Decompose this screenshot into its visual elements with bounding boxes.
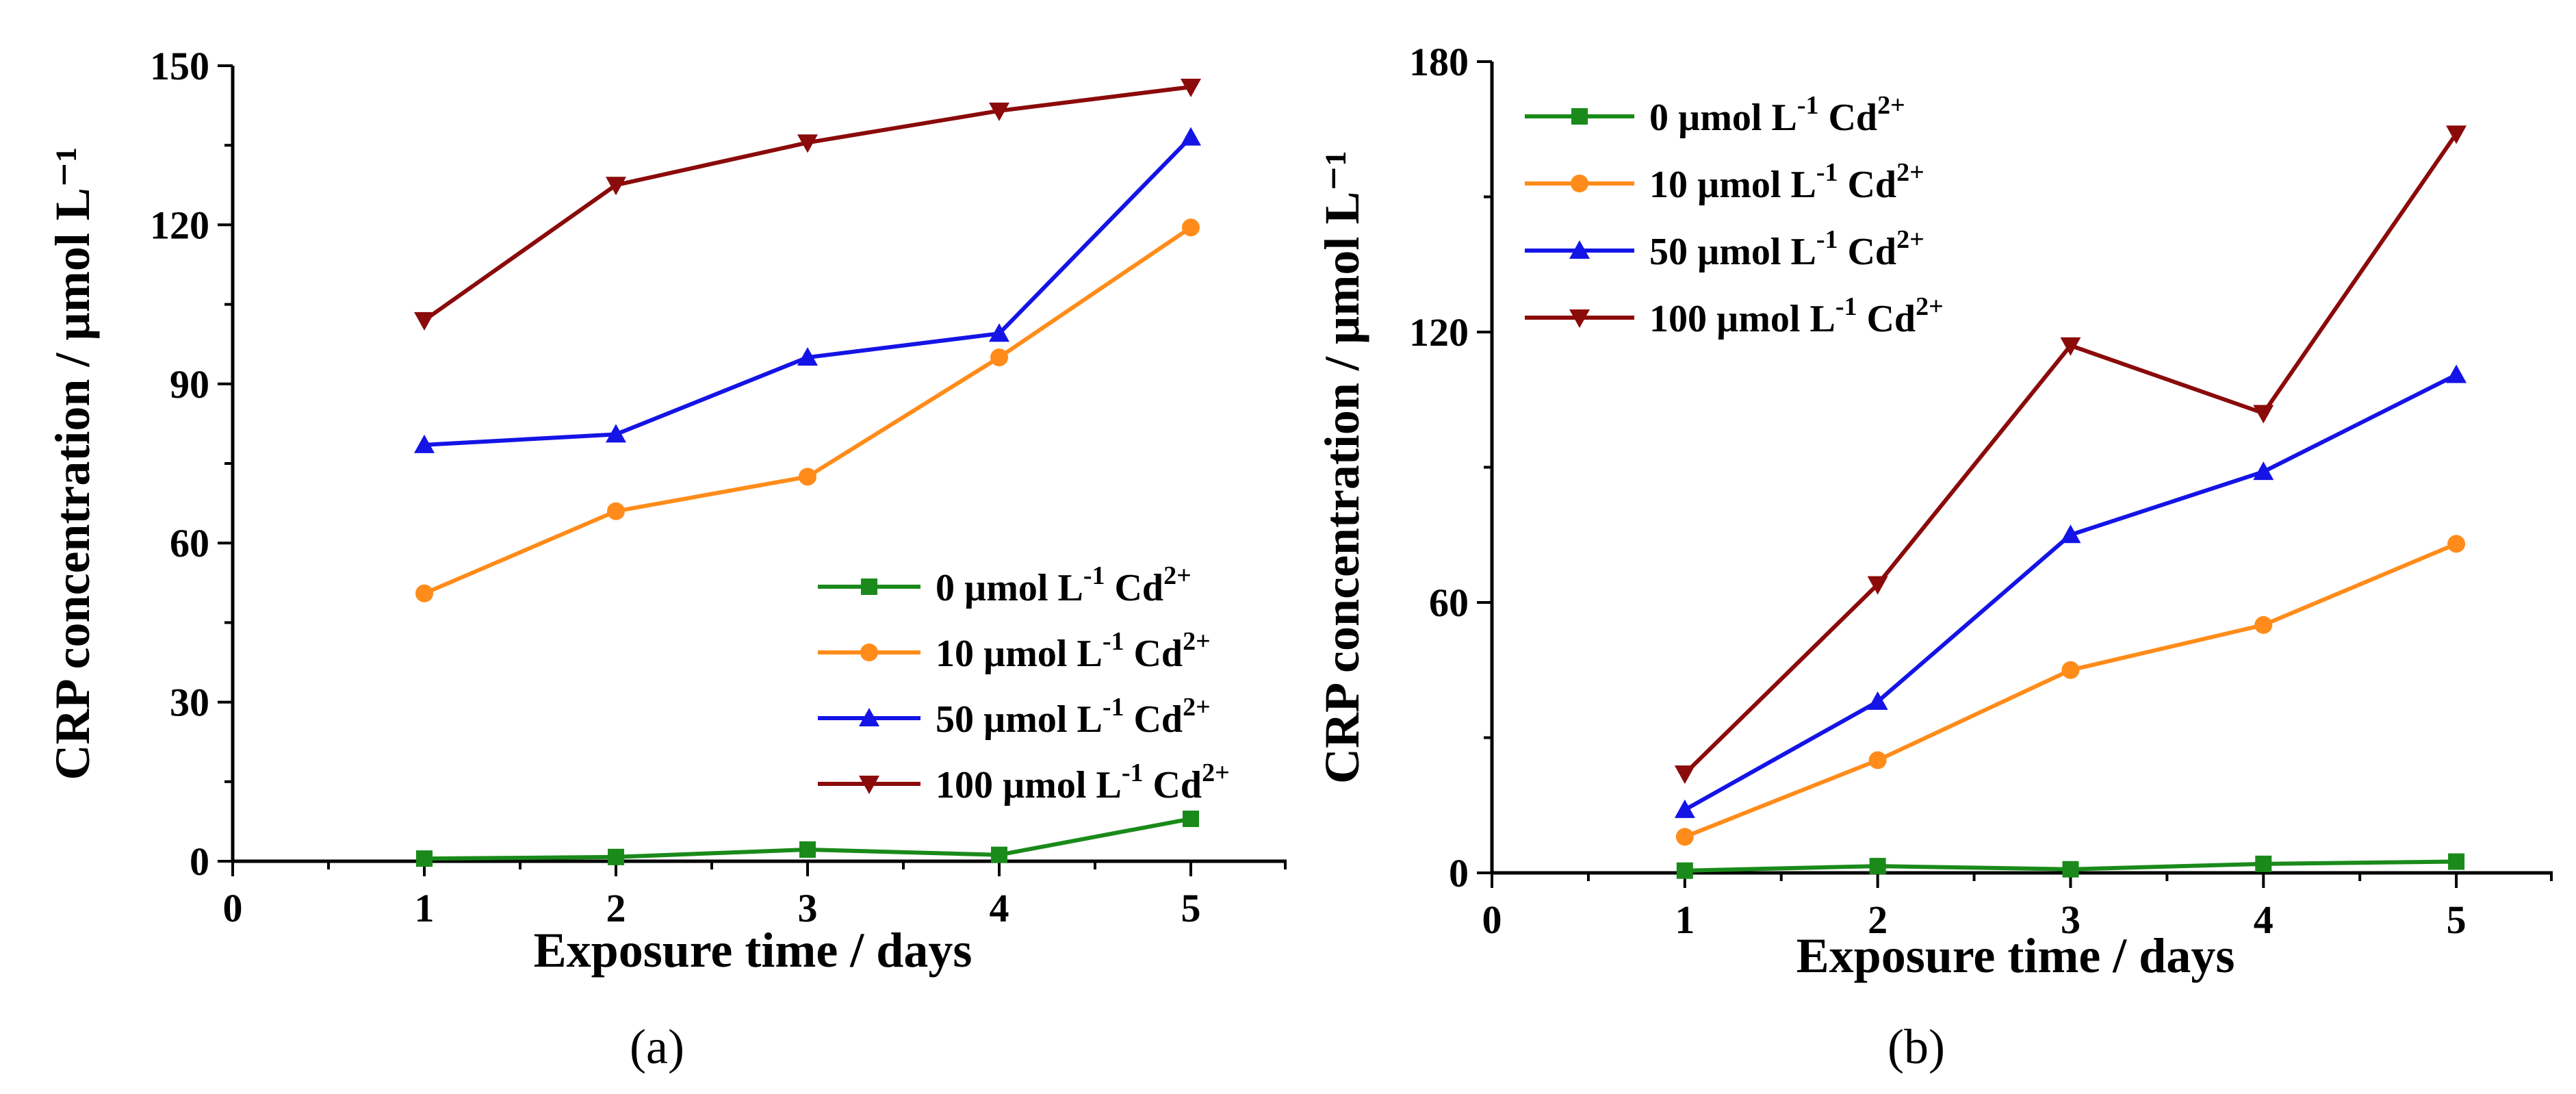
x-tick-label-a: 0 (223, 886, 243, 930)
data-point-a-3 (1181, 78, 1201, 97)
data-point-b-2 (1674, 799, 1695, 818)
data-point-b-0 (2448, 853, 2465, 870)
data-point-b-2 (2060, 524, 2081, 544)
legend-label-b-1: 10 µmol L-1 Cd2+ (1649, 158, 1924, 206)
data-point-a-1 (990, 348, 1008, 367)
y-tick-label-a: 0 (190, 839, 209, 884)
data-point-b-2 (2446, 364, 2467, 383)
data-point-a-1 (607, 502, 625, 520)
data-point-b-3 (2060, 337, 2081, 356)
data-point-a-3 (989, 102, 1009, 121)
data-point-b-3 (2253, 405, 2274, 424)
x-tick-label-b: 2 (1868, 898, 1888, 942)
data-point-a-1 (415, 584, 433, 602)
data-point-a-0 (416, 850, 433, 867)
chart-panel-a: 0 1 2 3 4 5 0 30 60 90 120 150 Exposure time / days C… (45, 44, 1287, 978)
legend-marker-b-2 (1569, 240, 1590, 259)
legend-label-a-1: 10 µmol L-1 Cd2+ (936, 627, 1211, 675)
data-point-a-3 (414, 311, 435, 331)
data-point-b-3 (2446, 125, 2467, 144)
data-point-a-2 (989, 323, 1009, 342)
legend-label-a-2: 50 µmol L-1 Cd2+ (936, 693, 1211, 741)
data-point-b-1 (1868, 751, 1887, 769)
y-tick-label-a: 120 (150, 203, 209, 247)
y-axis-title-a: CRP concentration / µmol L⁻¹ (45, 147, 100, 780)
data-point-a-2 (797, 347, 818, 366)
data-point-b-0 (2062, 861, 2079, 878)
x-tick-label-a: 2 (606, 886, 626, 930)
y-tick-label-a: 60 (170, 521, 209, 565)
legend-marker-b-1 (1571, 175, 1588, 192)
data-point-b-1 (2254, 615, 2273, 634)
data-point-a-2 (1181, 127, 1201, 146)
legend-label-b-3: 100 µmol L-1 Cd2+ (1649, 292, 1944, 340)
data-point-b-0 (1676, 862, 1693, 879)
data-point-b-2 (2253, 461, 2274, 481)
legend-marker-a-0 (861, 578, 877, 595)
y-tick-label-b: 120 (1409, 310, 1469, 355)
data-point-a-2 (606, 424, 626, 443)
x-tick-label-b: 4 (2254, 898, 2274, 942)
legend-marker-a-3 (859, 776, 879, 794)
y-tick-label-a: 30 (170, 680, 209, 725)
legend-label-a-0: 0 µmol L-1 Cd2+ (936, 561, 1192, 609)
x-tick-label-a: 3 (798, 886, 818, 930)
x-tick-label-b: 0 (1482, 898, 1502, 942)
x-tick-label-b: 5 (2447, 898, 2466, 942)
data-point-a-2 (414, 434, 435, 453)
chart-panel-b: 0 1 2 3 4 5 0 60 120 180 Exposure time / days CRP c… (1315, 40, 2553, 983)
y-tick-label-b: 180 (1409, 40, 1469, 84)
legend-marker-b-0 (1571, 108, 1588, 125)
legend-marker-b-3 (1569, 309, 1590, 328)
data-point-b-0 (1869, 858, 1886, 875)
x-tick-label-a: 4 (990, 886, 1009, 930)
data-point-b-3 (1867, 576, 1888, 595)
data-point-b-2 (1867, 691, 1888, 710)
data-point-a-1 (799, 468, 816, 486)
x-tick-label-a: 1 (415, 886, 435, 930)
data-point-a-0 (799, 841, 816, 858)
panel-label-a: (a) (630, 1019, 684, 1074)
y-tick-label-b: 60 (1429, 581, 1469, 625)
legend-label-b-2: 50 µmol L-1 Cd2+ (1649, 225, 1924, 273)
x-axis-title-a: Exposure time / days (534, 923, 973, 978)
data-point-b-3 (1674, 765, 1695, 785)
data-point-a-0 (1183, 811, 1199, 828)
panel-label-b: (b) (1888, 1019, 1945, 1074)
data-point-b-1 (2447, 535, 2466, 553)
data-point-b-1 (2061, 661, 2080, 679)
legend-label-b-0: 0 µmol L-1 Cd2+ (1649, 91, 1905, 139)
y-tick-label-b: 0 (1449, 851, 1469, 895)
data-point-a-0 (991, 846, 1007, 863)
data-point-b-0 (2255, 855, 2272, 872)
data-point-a-0 (608, 848, 624, 865)
legend-label-a-3: 100 µmol L-1 Cd2+ (936, 759, 1230, 806)
x-tick-label-b: 1 (1675, 898, 1695, 942)
data-point-b-1 (1675, 828, 1694, 846)
legend-marker-a-2 (859, 708, 879, 726)
x-tick-label-b: 3 (2061, 898, 2081, 942)
data-point-a-1 (1182, 218, 1200, 237)
legend-marker-a-1 (860, 644, 878, 661)
data-point-a-3 (797, 134, 818, 153)
y-tick-label-a: 90 (170, 362, 209, 407)
x-axis-title-b: Exposure time / days (1796, 928, 2235, 983)
y-tick-label-a: 150 (150, 44, 209, 88)
data-point-a-3 (606, 177, 626, 196)
y-axis-title-b: CRP concentration / µmol L⁻¹ (1315, 151, 1369, 784)
x-tick-label-a: 5 (1181, 886, 1201, 930)
